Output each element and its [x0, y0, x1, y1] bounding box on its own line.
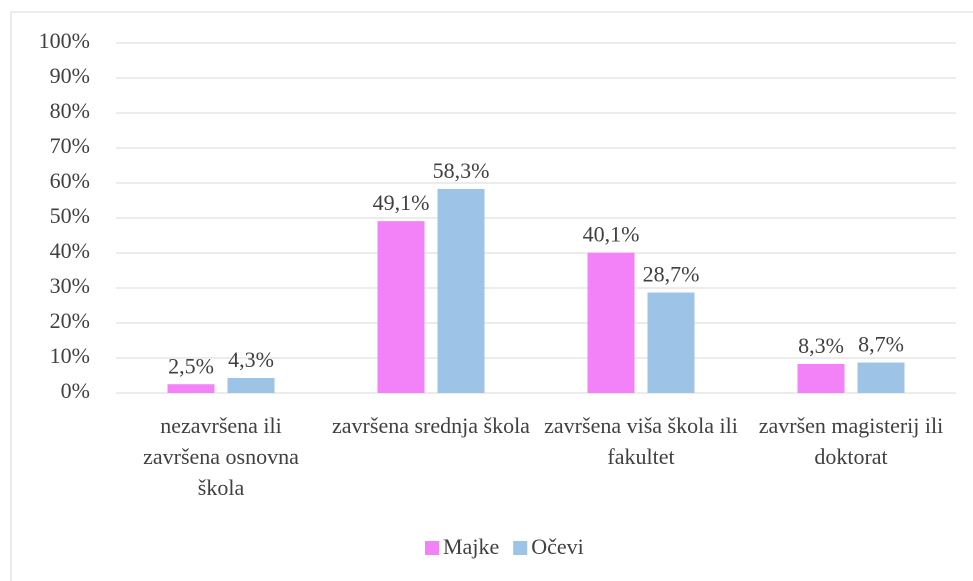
data-label: 58,3% — [433, 158, 490, 183]
y-tick-label: 60% — [50, 168, 90, 193]
chart-border — [10, 11, 973, 581]
data-label: 8,7% — [858, 332, 904, 357]
legend-swatch — [425, 541, 439, 555]
y-tick-label: 80% — [50, 98, 90, 123]
data-label: 4,3% — [228, 347, 274, 372]
data-label: 8,3% — [798, 333, 844, 358]
legend-label: Očevi — [531, 534, 584, 559]
y-tick-label: 50% — [50, 203, 90, 228]
x-tick-label: završena srednja škola — [332, 413, 530, 438]
y-tick-label: 0% — [61, 378, 90, 403]
bar — [797, 363, 845, 393]
data-label: 49,1% — [373, 190, 430, 215]
bar — [227, 377, 275, 393]
x-tick-label: završen magisterij ili doktorat — [758, 413, 944, 469]
legend-label: Majke — [443, 534, 499, 559]
y-tick-label: 40% — [50, 238, 90, 263]
y-tick-label: 70% — [50, 133, 90, 158]
bar — [167, 384, 215, 393]
data-label: 28,7% — [643, 262, 700, 287]
y-tick-label: 10% — [50, 343, 90, 368]
bar — [587, 252, 635, 393]
y-tick-label: 100% — [39, 28, 90, 53]
bar — [437, 188, 485, 393]
y-tick-label: 20% — [50, 308, 90, 333]
legend-swatch — [513, 541, 528, 555]
x-tick-label: nezavršena ili završena osnovna škola — [143, 413, 299, 500]
bar — [377, 221, 425, 393]
bar — [857, 362, 905, 393]
x-tick-label: završena viša škola ili fakultet — [544, 413, 738, 469]
y-tick-label: 90% — [50, 63, 90, 88]
data-label: 40,1% — [583, 222, 640, 247]
bar — [647, 292, 695, 393]
y-tick-label: 30% — [50, 273, 90, 298]
data-label: 2,5% — [168, 353, 214, 378]
